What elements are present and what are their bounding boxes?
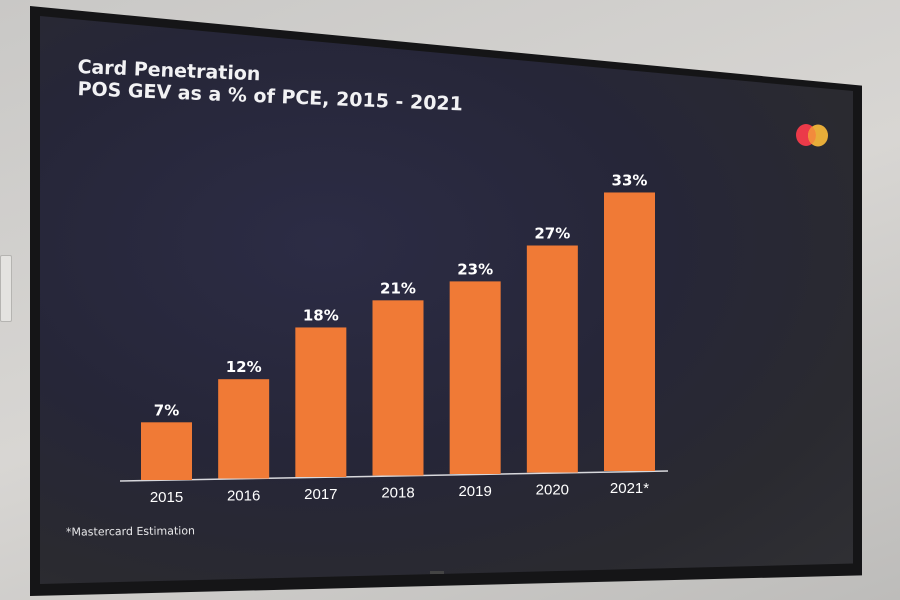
- data-label: 23%: [457, 260, 493, 278]
- x-tick-label: 2015: [150, 489, 183, 506]
- bar-2015: [141, 422, 192, 480]
- x-tick-label: 2019: [458, 483, 491, 500]
- bar-2018: [372, 300, 424, 476]
- bar-2017: [295, 327, 347, 477]
- data-label: 12%: [226, 358, 262, 376]
- logo-overlap: [808, 126, 816, 144]
- bar-2016: [218, 379, 270, 479]
- bar-2020: [526, 245, 578, 473]
- data-label: 7%: [154, 401, 179, 419]
- data-label: 27%: [534, 225, 570, 243]
- wall-outlet-plate: [0, 255, 12, 322]
- data-label: 18%: [303, 306, 339, 324]
- bar-2019: [449, 281, 501, 474]
- data-label: 33%: [612, 171, 648, 189]
- x-tick-label: 2020: [536, 482, 569, 499]
- x-tick-label: 2017: [304, 486, 337, 503]
- x-tick-label: 2016: [227, 488, 260, 505]
- bar-2021: [604, 192, 655, 472]
- presentation-slide: [40, 16, 853, 584]
- mastercard-logo-icon: [796, 124, 828, 147]
- x-tick-label: 2018: [381, 485, 414, 502]
- data-label: 21%: [380, 279, 416, 297]
- x-tick-label: 2021*: [610, 480, 649, 497]
- monitor-brand-mark: [430, 571, 444, 574]
- footnote: *Mastercard Estimation: [65, 524, 196, 539]
- x-axis-line: [119, 470, 669, 482]
